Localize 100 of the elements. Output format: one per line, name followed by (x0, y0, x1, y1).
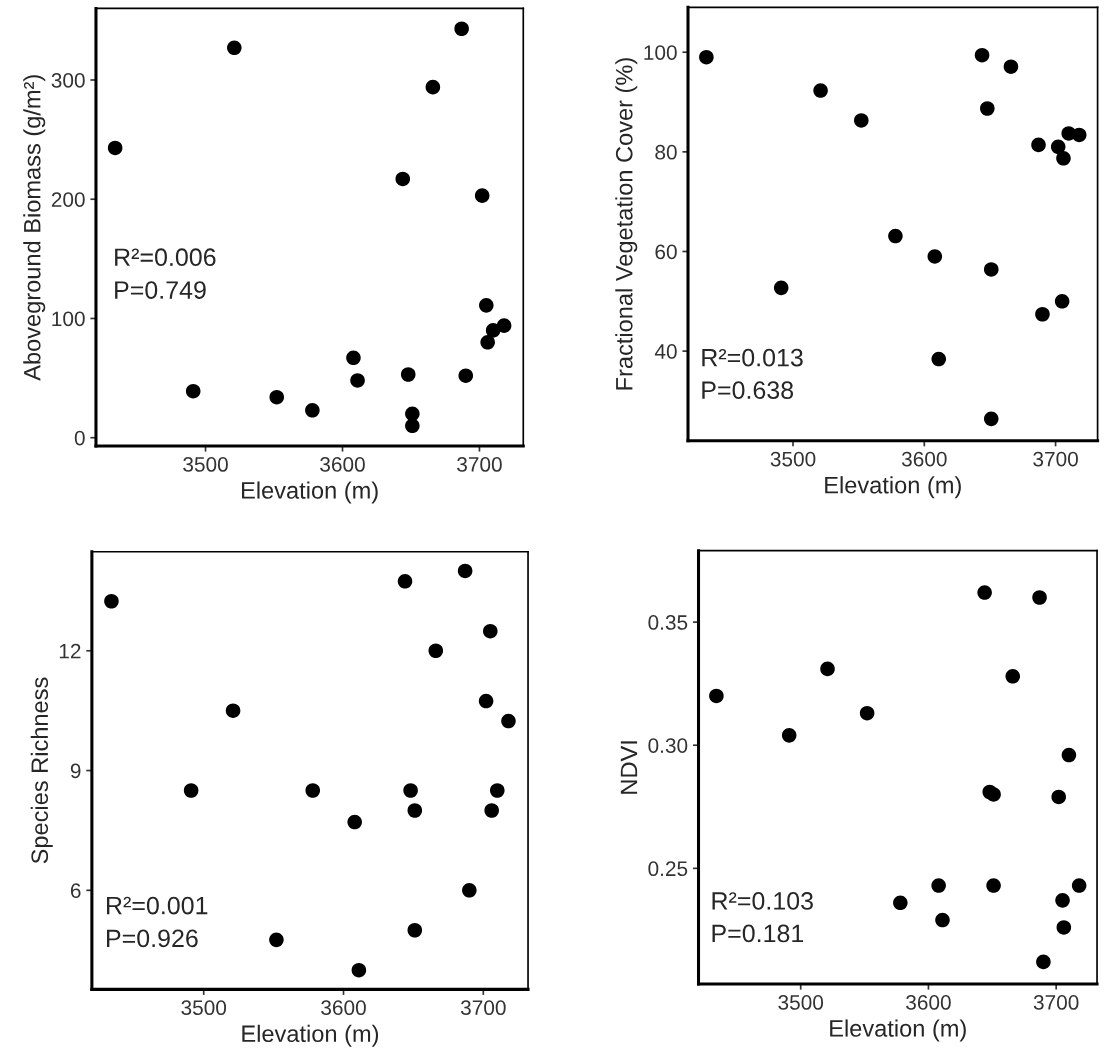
point (1032, 590, 1047, 605)
point (1035, 306, 1050, 322)
point (227, 40, 242, 56)
point (225, 703, 241, 718)
point (496, 318, 512, 333)
point (1071, 878, 1087, 893)
x-axis-title: Elevation (m) (825, 476, 961, 499)
y-tick-label: 60 (655, 244, 677, 260)
point (986, 878, 1001, 893)
point (269, 932, 284, 948)
point (1051, 789, 1066, 805)
annotation: R²=0.006 (115, 248, 216, 267)
point (347, 814, 362, 830)
point (305, 403, 320, 418)
x-tick-label: 3500 (770, 451, 816, 467)
point (1056, 151, 1071, 166)
x-tick-label: 3500 (183, 457, 228, 472)
point (185, 383, 201, 399)
annotation: P=0.749 (115, 281, 206, 299)
y-axis-title: Species Richness (30, 677, 53, 864)
point (709, 688, 724, 704)
point (457, 563, 473, 579)
point (893, 895, 908, 911)
x-axis-title: Elevation (m) (242, 481, 378, 504)
point (854, 113, 869, 128)
point (1055, 893, 1070, 908)
x-tick-label: 3600 (321, 1000, 366, 1016)
point (484, 803, 499, 818)
y-tick-label: 0 (74, 430, 85, 446)
y-axis-title: NDVI (620, 741, 638, 794)
annotation: R²=0.103 (712, 892, 813, 910)
point (478, 693, 494, 709)
point (699, 49, 714, 65)
y-axis-title: Fractional Vegetation Cover (%) (615, 58, 638, 390)
y-tick-label: 9 (70, 763, 81, 779)
annotation: R²=0.013 (702, 348, 803, 367)
y-tick-label: 80 (655, 144, 677, 160)
y-tick-label: 300 (51, 73, 85, 88)
point (977, 585, 992, 600)
x-tick-label: 3700 (1033, 451, 1078, 467)
point (1036, 954, 1051, 970)
point (346, 350, 361, 366)
point (351, 962, 367, 978)
point (986, 787, 1001, 802)
point (983, 411, 999, 427)
point (501, 713, 516, 729)
point (400, 367, 416, 382)
y-tick-label: 40 (654, 344, 677, 359)
point (888, 228, 903, 244)
x-tick-label: 3700 (1033, 995, 1079, 1010)
point (859, 705, 875, 721)
x-tick-label: 3600 (320, 457, 365, 472)
y-tick-label: 12 (59, 643, 81, 659)
point (773, 280, 789, 296)
point (397, 574, 413, 589)
point (104, 593, 119, 609)
point (983, 262, 999, 277)
point (407, 922, 423, 938)
point (454, 21, 469, 37)
point (107, 140, 123, 156)
y-tick-label: 100 (644, 45, 677, 60)
point (480, 335, 495, 350)
point (781, 728, 797, 743)
point (1005, 668, 1021, 684)
point (1003, 59, 1019, 74)
y-axis-title: Aboveground Biomass (g/m²) (23, 75, 46, 381)
x-axis-title: Elevation (m) (242, 1024, 379, 1047)
y-tick-label: 100 (52, 311, 85, 327)
y-tick-label: 0.35 (648, 615, 688, 630)
x-tick-label: 3500 (778, 995, 824, 1010)
point (931, 351, 947, 367)
point (1061, 747, 1077, 763)
point (1050, 139, 1066, 155)
x-tick-label: 3600 (901, 451, 947, 467)
point (931, 878, 946, 893)
point (813, 83, 828, 98)
x-axis-title: Elevation (m) (830, 1019, 966, 1042)
annotation: P=0.926 (107, 929, 198, 948)
annotation: P=0.181 (712, 924, 804, 943)
point (980, 101, 995, 116)
y-tick-label: 0.25 (648, 861, 688, 877)
point (974, 47, 990, 63)
point (405, 418, 420, 434)
point (407, 803, 423, 818)
point (428, 643, 444, 659)
x-tick-label: 3700 (457, 457, 502, 472)
point (403, 783, 418, 798)
annotation: P=0.638 (702, 381, 794, 399)
x-tick-label: 3700 (460, 1000, 506, 1016)
point (1054, 294, 1070, 309)
point (483, 623, 498, 639)
point (479, 298, 494, 313)
point (425, 79, 441, 95)
point (462, 883, 477, 898)
point (1031, 137, 1046, 153)
y-tick-label: 6 (70, 883, 81, 899)
x-tick-label: 3600 (906, 995, 951, 1010)
point (350, 373, 365, 388)
y-tick-label: 0.30 (648, 738, 688, 753)
point (305, 783, 321, 798)
